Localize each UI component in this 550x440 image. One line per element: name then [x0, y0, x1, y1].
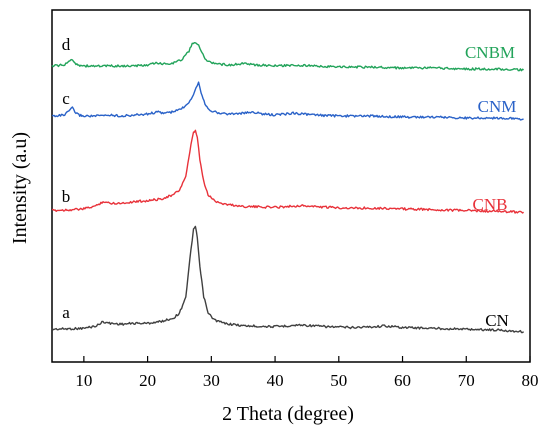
y-axis-title: Intensity (a.u) [9, 132, 31, 244]
series-line-cn [51, 225, 525, 334]
series-line-cnm [51, 81, 524, 121]
x-tick-label: 30 [203, 371, 220, 390]
series-label-cnb: CNB [473, 195, 508, 214]
x-tick-label: 60 [394, 371, 411, 390]
x-tick-label: 80 [522, 371, 539, 390]
trace-letters: a b c d [62, 35, 71, 322]
series-label-cn: CN [485, 311, 509, 330]
x-axis-ticks: 10 20 30 40 50 60 70 80 [75, 356, 539, 390]
trace-letter-a: a [62, 303, 70, 322]
x-tick-label: 10 [75, 371, 92, 390]
series-line-cnb [51, 129, 525, 214]
x-tick-label: 20 [139, 371, 156, 390]
series-labels: CN CNB CNM CNBM [465, 43, 516, 330]
series-line-cnbm [51, 42, 525, 72]
trace-letter-d: d [62, 35, 71, 54]
x-tick-label: 40 [267, 371, 284, 390]
trace-letter-c: c [62, 89, 70, 108]
x-axis-title: 2 Theta (degree) [222, 403, 354, 425]
series-label-cnbm: CNBM [465, 43, 515, 62]
traces [51, 42, 525, 334]
x-tick-label: 50 [330, 371, 347, 390]
plot-frame [51, 9, 531, 363]
series-label-cnm: CNM [478, 97, 517, 116]
trace-letter-b: b [62, 187, 71, 206]
x-tick-label: 70 [458, 371, 475, 390]
